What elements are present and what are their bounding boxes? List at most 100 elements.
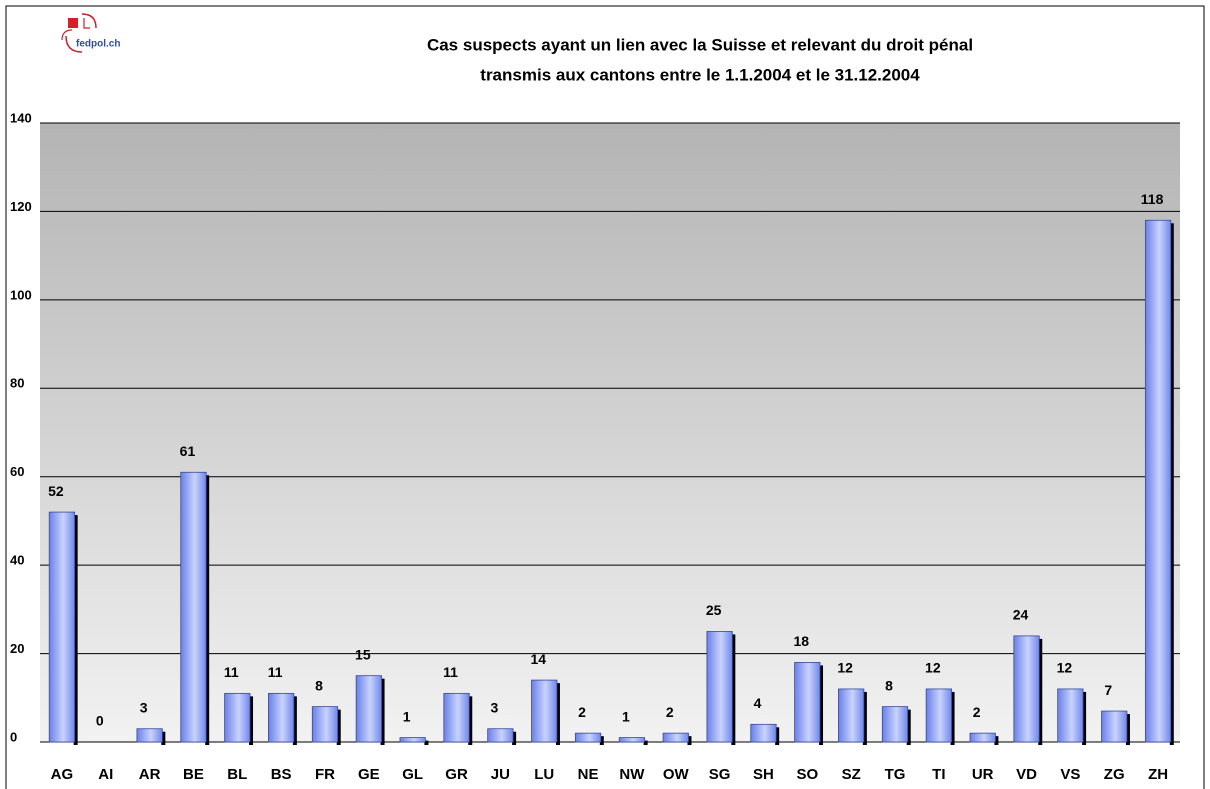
value-label: 11 — [443, 664, 458, 680]
bar — [1013, 635, 1040, 743]
bar — [750, 723, 777, 743]
bar — [1101, 710, 1128, 743]
bar — [1057, 688, 1084, 743]
value-label: 12 — [1057, 660, 1073, 676]
value-label: 2 — [666, 704, 674, 720]
chart-title: transmis aux cantons entre le 1.1.2004 e… — [480, 65, 920, 84]
value-label: 12 — [925, 660, 941, 676]
bar — [355, 675, 382, 743]
logo: fedpol.ch — [61, 13, 120, 53]
value-label: 12 — [837, 660, 853, 676]
x-tick-label: SH — [753, 766, 774, 783]
bar — [925, 688, 952, 743]
value-label: 11 — [268, 664, 283, 680]
bar-shadow — [336, 709, 341, 745]
y-tick-label: 80 — [10, 376, 24, 391]
y-tick-label: 60 — [10, 464, 24, 479]
value-label: 3 — [490, 699, 498, 715]
x-tick-label: SG — [709, 766, 731, 783]
x-tick-label: GE — [358, 766, 380, 783]
x-tick-label: GR — [445, 766, 468, 783]
value-label: 1 — [403, 708, 411, 724]
bar-shadow — [1082, 691, 1087, 745]
value-label: 15 — [355, 646, 371, 662]
value-label: 3 — [140, 699, 148, 715]
value-label: 11 — [224, 664, 239, 680]
x-tick-label: OW — [663, 766, 690, 783]
bar-shadow — [73, 515, 78, 745]
value-label: 4 — [754, 695, 762, 711]
bar — [136, 728, 163, 743]
x-tick-label: UR — [972, 766, 994, 783]
bar — [487, 728, 514, 743]
value-label: 52 — [48, 483, 64, 499]
bar — [662, 732, 689, 743]
logo-text: fedpol.ch — [76, 39, 120, 50]
value-label: 0 — [96, 713, 104, 729]
x-tick-label: AI — [98, 766, 113, 783]
bar — [399, 737, 426, 743]
bar — [881, 706, 909, 743]
x-tick-label: LU — [534, 766, 554, 783]
y-tick-label: 40 — [10, 553, 24, 568]
bar — [706, 631, 733, 743]
bar-shadow — [512, 731, 517, 745]
x-tick-label: SZ — [842, 766, 861, 783]
value-label: 8 — [885, 677, 893, 693]
x-tick-label: ZH — [1148, 766, 1168, 783]
bar — [268, 692, 295, 743]
value-label: 1 — [622, 708, 630, 724]
x-tick-label: FR — [315, 766, 335, 783]
x-tick-label: BE — [183, 766, 204, 783]
bar-shadow — [819, 665, 824, 745]
x-tick-label: TG — [885, 766, 906, 783]
value-label: 8 — [315, 677, 323, 693]
bar-shadow — [555, 683, 560, 745]
value-label: 24 — [1013, 607, 1029, 623]
bar-shadow — [1125, 714, 1130, 745]
bar-shadow — [950, 691, 955, 745]
value-label: 2 — [973, 704, 981, 720]
x-tick-label: AR — [139, 766, 161, 783]
bar-shadow — [687, 736, 692, 745]
x-tick-label: BS — [271, 766, 292, 783]
chart-title: Cas suspects ayant un lien avec la Suiss… — [427, 35, 973, 54]
value-label: 18 — [794, 633, 810, 649]
y-tick-label: 100 — [10, 287, 32, 302]
bar-shadow — [994, 736, 999, 745]
bar-shadow — [599, 736, 604, 745]
bar — [443, 692, 470, 743]
y-tick-label: 140 — [10, 110, 32, 125]
bar-shadow — [906, 709, 911, 745]
bar-shadow — [862, 691, 867, 745]
x-tick-label: JU — [491, 766, 510, 783]
value-label: 7 — [1104, 682, 1112, 698]
value-label: 2 — [578, 704, 586, 720]
y-tick-label: 0 — [10, 729, 17, 744]
x-tick-label: AG — [51, 766, 74, 783]
x-tick-label: VS — [1060, 766, 1080, 783]
bar — [48, 511, 76, 743]
value-label: 14 — [530, 651, 546, 667]
bar — [1144, 219, 1172, 743]
x-tick-label: ZG — [1104, 766, 1125, 783]
x-tick-label: NE — [578, 766, 599, 783]
x-tick-label: BL — [227, 766, 247, 783]
bar-shadow — [643, 740, 648, 745]
bar-shadow — [468, 696, 473, 745]
x-tick-label: NW — [619, 766, 645, 783]
value-label: 61 — [180, 443, 196, 459]
bar-shadow — [775, 727, 780, 745]
bar-shadow — [205, 475, 210, 745]
bar-shadow — [731, 634, 736, 745]
bar — [531, 679, 558, 743]
bar-shadow — [249, 696, 254, 745]
bar-shadow — [424, 740, 429, 745]
x-tick-label: GL — [402, 766, 423, 783]
bar — [224, 692, 251, 743]
frame — [5, 5, 1205, 789]
value-label: 118 — [1141, 191, 1164, 207]
bar — [838, 688, 865, 743]
y-tick-label: 20 — [10, 641, 24, 656]
